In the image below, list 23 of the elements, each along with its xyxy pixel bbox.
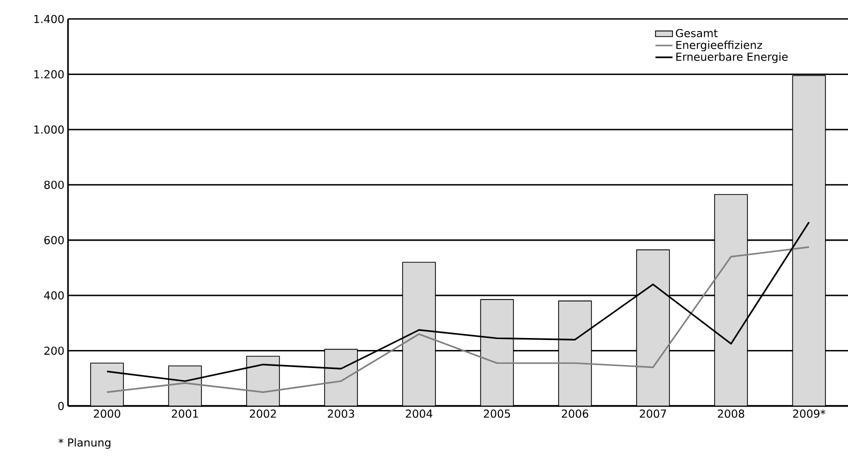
- legend-label: Erneuerbare Energie: [676, 52, 788, 64]
- y-tick-label: 0: [58, 402, 64, 410]
- y-tick-label: 200: [44, 346, 64, 355]
- legend-label: Energieeffizienz: [676, 40, 762, 52]
- y-tick-label: 1.200: [34, 70, 64, 78]
- legend-label: Gesamt: [676, 28, 718, 38]
- x-tick-label: 2001: [172, 410, 198, 418]
- x-tick-label: 2002: [250, 410, 276, 418]
- x-tick-label: 2004: [406, 410, 432, 418]
- y-tick-label: 600: [44, 236, 64, 244]
- y-tick-label: 800: [44, 180, 64, 189]
- text: * Planung: [58, 438, 110, 449]
- x-tick-label: 2008: [718, 410, 744, 418]
- y-tick-label: 1.400: [34, 14, 64, 24]
- x-tick-label: 2003: [328, 410, 354, 418]
- x-tick-label: 2009*: [793, 410, 826, 418]
- x-tick-label: 2005: [484, 410, 510, 418]
- y-tick-label: 1.000: [34, 125, 64, 134]
- x-tick-label: 2007: [640, 410, 666, 418]
- x-tick-label: 2006: [562, 410, 588, 418]
- y-tick-label: 400: [44, 291, 64, 300]
- line-series: [106, 246, 810, 393]
- x-tick-label: 2000: [94, 410, 120, 418]
